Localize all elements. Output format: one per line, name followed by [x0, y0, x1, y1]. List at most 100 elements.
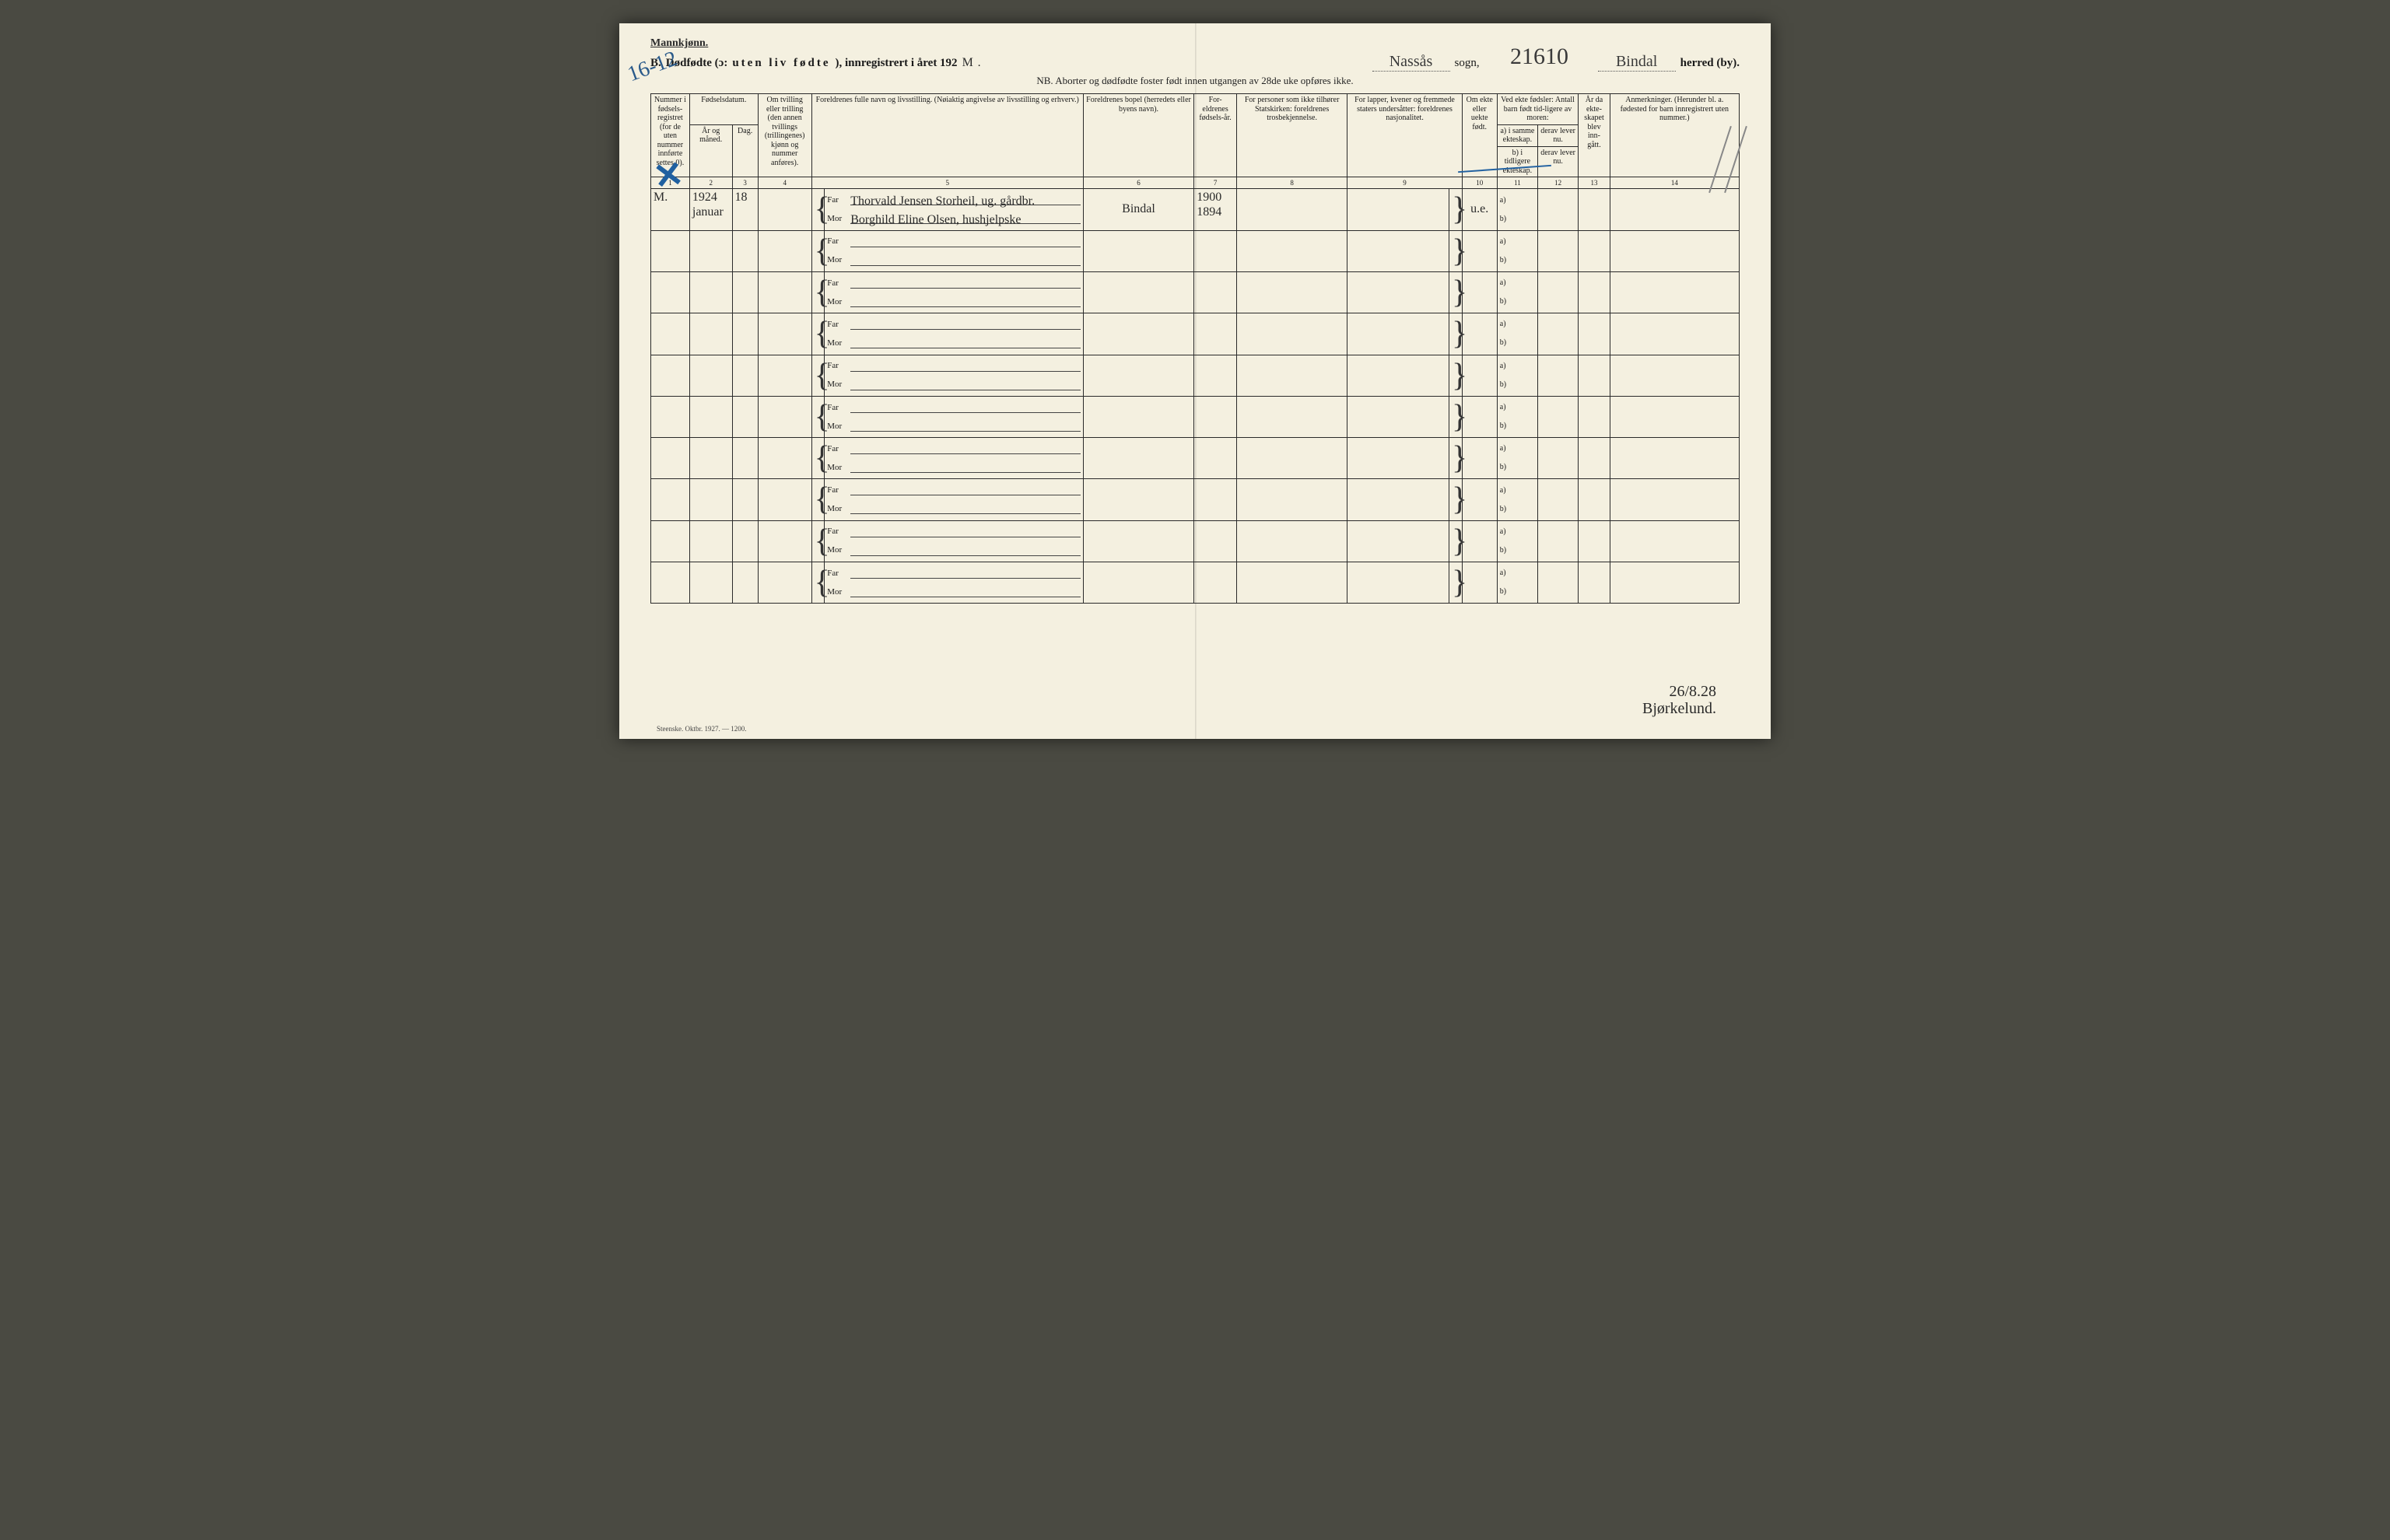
brace-right: } — [1449, 230, 1463, 271]
col-number: 8 — [1236, 177, 1347, 189]
cell-parents: Far Mor — [825, 479, 1084, 520]
cell-ab-1: a)b) — [1497, 479, 1537, 520]
herred-label: herred (by). — [1680, 57, 1740, 70]
cell-ab-2 — [1538, 313, 1579, 355]
cell-marriage-year — [1579, 479, 1610, 520]
cell-nationality — [1347, 355, 1449, 396]
col-subheader: a) i samme ekteskap. — [1497, 124, 1537, 146]
cell-remarks — [1610, 479, 1739, 520]
cell-regno — [651, 313, 690, 355]
cell-parents: FarThorvald Jensen Storheil, ug. gårdbr.… — [825, 189, 1084, 230]
brace-left: { — [811, 230, 825, 271]
cell-parents: Far Mor — [825, 562, 1084, 604]
col-header: Ved ekte fødsler: Antall barn født tid-l… — [1497, 94, 1579, 125]
cell-remarks — [1610, 562, 1739, 604]
col-number: 5 — [811, 177, 1083, 189]
cell-bopel — [1083, 271, 1194, 313]
col-number: 4 — [758, 177, 811, 189]
cell-parents: Far Mor — [825, 230, 1084, 271]
cell-day — [732, 313, 758, 355]
brace-left: { — [811, 479, 825, 520]
cell-ab-2 — [1538, 520, 1579, 562]
brace-right: } — [1449, 438, 1463, 479]
brace-left: { — [811, 562, 825, 604]
cell-marriage-year — [1579, 189, 1610, 230]
brace-right: } — [1449, 271, 1463, 313]
cell-day — [732, 396, 758, 437]
brace-right: } — [1449, 313, 1463, 355]
sogn-label: sogn, — [1455, 57, 1480, 70]
cell-faith — [1236, 479, 1347, 520]
cell-parents: Far Mor — [825, 313, 1084, 355]
cell-year-month — [689, 438, 732, 479]
cell-marriage-year — [1579, 520, 1610, 562]
col-header: For-eldrenes fødsels-år. — [1194, 94, 1237, 177]
cell-birth-years — [1194, 438, 1237, 479]
cell-bopel — [1083, 479, 1194, 520]
brace-right: } — [1449, 396, 1463, 437]
cell-nationality — [1347, 562, 1449, 604]
cell-regno — [651, 520, 690, 562]
cell-ab-2 — [1538, 562, 1579, 604]
cell-regno — [651, 271, 690, 313]
herred-value: Bindal — [1598, 53, 1676, 72]
cell-parents: Far Mor — [825, 520, 1084, 562]
cell-bopel — [1083, 562, 1194, 604]
cell-ab-1: a)b) — [1497, 438, 1537, 479]
col-number: 3 — [732, 177, 758, 189]
cell-remarks — [1610, 396, 1739, 437]
cell-ab-1: a)b) — [1497, 271, 1537, 313]
col-number: 10 — [1462, 177, 1497, 189]
cell-year-month — [689, 271, 732, 313]
cell-year-month — [689, 230, 732, 271]
cell-twin — [758, 355, 811, 396]
cell-nationality — [1347, 520, 1449, 562]
brace-left: { — [811, 189, 825, 230]
col-number: 14 — [1610, 177, 1739, 189]
brace-left: { — [811, 313, 825, 355]
cell-twin — [758, 479, 811, 520]
cell-remarks — [1610, 189, 1739, 230]
cell-remarks — [1610, 230, 1739, 271]
cell-regno — [651, 438, 690, 479]
cell-day — [732, 230, 758, 271]
cell-year-month — [689, 313, 732, 355]
cell-ab-1: a)b) — [1497, 189, 1537, 230]
cell-regno — [651, 396, 690, 437]
col-header: Om tvilling eller trilling (den annen tv… — [758, 94, 811, 177]
cell-ab-1: a)b) — [1497, 230, 1537, 271]
col-number: 13 — [1579, 177, 1610, 189]
col-subheader: derav lever nu. — [1538, 146, 1579, 177]
cell-birth-years — [1194, 520, 1237, 562]
brace-left: { — [811, 355, 825, 396]
cell-twin — [758, 520, 811, 562]
cell-day — [732, 479, 758, 520]
cell-regno — [651, 479, 690, 520]
cell-birth-years — [1194, 313, 1237, 355]
cell-twin — [758, 271, 811, 313]
title-spaced: uten liv fødte — [732, 57, 830, 70]
col-number: 9 — [1347, 177, 1462, 189]
cell-parents: Far Mor — [825, 355, 1084, 396]
cell-bopel — [1083, 396, 1194, 437]
cell-birth-years — [1194, 271, 1237, 313]
signature-block: 26/8.28 Bjørkelund. — [1642, 683, 1716, 717]
cell-regno — [651, 230, 690, 271]
title-tail: ), innregistrert i året 192 — [836, 57, 958, 70]
brace-right: } — [1449, 479, 1463, 520]
cell-marriage-year — [1579, 230, 1610, 271]
col-number: 7 — [1194, 177, 1237, 189]
cell-remarks — [1610, 438, 1739, 479]
cell-nationality — [1347, 396, 1449, 437]
cell-twin — [758, 313, 811, 355]
col-header: År da ekte-skapet blev inn-gått. — [1579, 94, 1610, 177]
cell-marriage-year — [1579, 313, 1610, 355]
cell-faith — [1236, 313, 1347, 355]
cell-year-month: 1924 januar — [689, 189, 732, 230]
cell-nationality — [1347, 271, 1449, 313]
cell-ab-2 — [1538, 438, 1579, 479]
cell-nationality — [1347, 189, 1449, 230]
cell-marriage-year — [1579, 355, 1610, 396]
cell-marriage-year — [1579, 562, 1610, 604]
cell-twin — [758, 396, 811, 437]
